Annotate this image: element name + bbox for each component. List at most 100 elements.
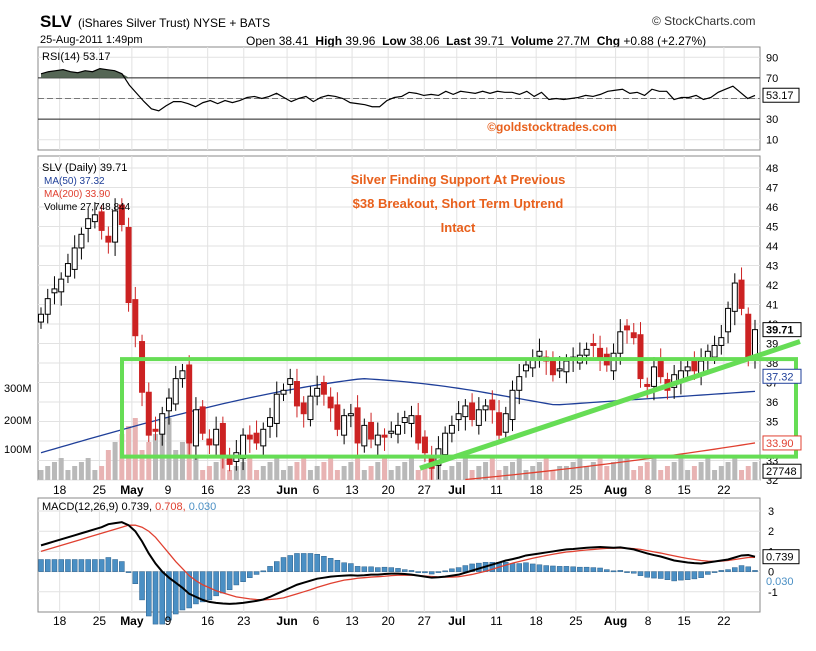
candle-body	[657, 360, 664, 378]
macd-histogram-bar	[732, 567, 738, 572]
volume-bar	[631, 470, 637, 480]
candle-body	[752, 329, 758, 358]
macd-histogram-bar	[664, 571, 671, 580]
macd-x-label: 22	[717, 614, 731, 628]
volume-bar	[658, 470, 664, 480]
ma200-tag	[762, 435, 802, 451]
macd-histogram-bar	[206, 571, 213, 601]
macd-histogram-bar	[186, 571, 192, 609]
price-x-label: May	[120, 483, 144, 497]
macd-histogram-bar	[179, 571, 186, 611]
candle-body	[637, 334, 644, 380]
volume-bar	[146, 442, 152, 480]
macd-histogram-bar	[435, 571, 442, 573]
ma200-tag-text: 33.90	[766, 438, 794, 450]
candle-body	[165, 397, 172, 412]
candle-body	[64, 263, 71, 277]
macd-x-label: 9	[165, 614, 172, 628]
candle-body	[496, 412, 503, 436]
macd-histogram-bar	[604, 569, 610, 572]
candle-body	[718, 337, 725, 346]
candle-body	[482, 405, 489, 411]
macd-histogram-bar	[529, 563, 536, 572]
change-value: +0.88 (+2.27%)	[623, 34, 707, 48]
volume-bar	[314, 466, 320, 480]
volume-bar	[294, 462, 300, 480]
macd-histogram-bar	[671, 571, 677, 582]
macd-histogram-bar	[705, 571, 711, 575]
candle-body	[206, 438, 213, 446]
macd-histogram-bar	[253, 571, 260, 575]
candle-body	[98, 211, 105, 231]
volume-bar	[247, 458, 253, 480]
candle-body	[267, 417, 274, 427]
candle-body	[71, 247, 78, 270]
price-x-label: 22	[717, 483, 731, 497]
macd-histogram-bar	[334, 560, 341, 572]
macd-histogram-bar	[139, 571, 145, 601]
volume-bar	[280, 470, 286, 480]
macd-histogram-bar	[597, 567, 603, 572]
volume-bar	[483, 462, 489, 480]
volume-value: 27.7M	[556, 34, 591, 48]
volume-bar	[449, 466, 455, 480]
macd-histogram-bar	[550, 565, 556, 572]
candle-body	[388, 430, 395, 434]
macd-histogram-bar	[725, 569, 731, 572]
volume-bar	[644, 462, 650, 480]
macd-histogram-bar	[92, 559, 98, 572]
volume-bar	[503, 466, 509, 480]
volume-bar	[698, 462, 704, 480]
macd-histogram-bar	[294, 553, 300, 572]
macd-x-label: 18	[530, 614, 544, 628]
volume-bar	[415, 470, 421, 480]
price-x-label: 9	[165, 483, 172, 497]
exchange-label: NYSE + BATS	[193, 16, 271, 30]
macd-histogram-bar	[388, 567, 395, 572]
volume-bar	[200, 470, 206, 480]
rsi-tick-label: 10	[766, 135, 778, 147]
ma200-line	[465, 442, 756, 481]
source-credit[interactable]: © StockCharts.com	[652, 14, 756, 28]
macd-histogram-bar	[314, 554, 320, 572]
macd-x-label: 13	[345, 614, 359, 628]
candle-body	[132, 299, 139, 337]
volume-bar	[173, 450, 179, 480]
macd-histogram-bar	[172, 571, 179, 615]
annotation-line-1: Silver Finding Support At Previous	[351, 172, 566, 187]
volume-bar	[126, 426, 132, 480]
macd-histogram-bar	[78, 559, 85, 572]
volume-bar	[92, 470, 98, 480]
macd-histogram-bar	[166, 571, 172, 621]
price-x-label: 8	[645, 483, 652, 497]
volume-bar	[72, 466, 78, 480]
volume-bar	[267, 462, 273, 480]
volume-bar	[563, 466, 569, 480]
candle-body	[522, 364, 529, 372]
macd-x-label: Jul	[448, 614, 465, 628]
macd-histogram-bar	[44, 559, 51, 572]
macd-x-label: 23	[237, 614, 251, 628]
macd-histogram-bar	[698, 571, 704, 578]
price-tick-label: 43	[766, 261, 778, 273]
price-tick-label: 47	[766, 183, 778, 195]
macd-histogram-bar	[536, 564, 543, 572]
candle-body	[219, 422, 226, 456]
volume-bar	[678, 458, 684, 480]
candle-body	[105, 235, 112, 243]
candle-body	[401, 417, 408, 423]
price-x-label: 25	[569, 483, 583, 497]
candle-body	[246, 434, 253, 440]
volume-bar	[51, 462, 57, 480]
candle-body	[381, 434, 388, 438]
price-tick-label: 36	[766, 397, 778, 409]
macd-histogram-bar	[226, 571, 233, 591]
price-x-label: 27	[418, 483, 432, 497]
macd-histogram-bar	[408, 570, 415, 572]
macd-x-label: 8	[645, 614, 652, 628]
volume-bar	[691, 466, 697, 480]
candle-body	[395, 424, 401, 435]
candle-body	[280, 389, 287, 395]
volume-bar	[388, 470, 394, 480]
volume-legend: Volume 27,748,844	[44, 202, 131, 213]
